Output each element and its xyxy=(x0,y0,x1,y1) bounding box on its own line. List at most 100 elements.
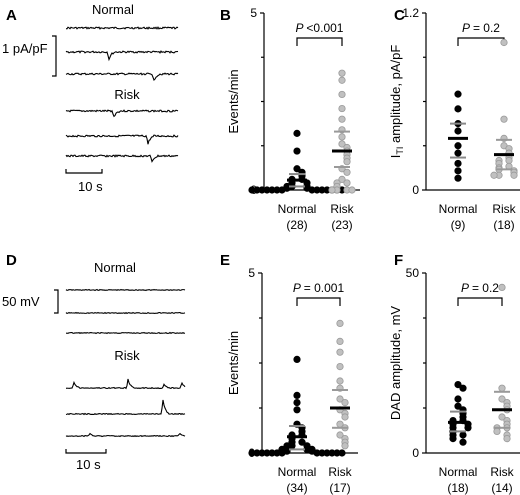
trace-risk-1 xyxy=(65,378,186,390)
data-point xyxy=(293,406,301,414)
data-point xyxy=(505,156,513,165)
data-point xyxy=(293,147,301,155)
panel-label: C xyxy=(394,7,405,24)
trace-normal-3 xyxy=(65,72,179,82)
data-point xyxy=(454,380,462,389)
category-label: Risk xyxy=(328,465,352,479)
data-point xyxy=(500,115,508,123)
data-point xyxy=(498,384,506,392)
trace-risk-3 xyxy=(65,432,186,438)
trace-risk-2 xyxy=(65,134,179,145)
data-point xyxy=(328,186,336,194)
trace-normal-1 xyxy=(65,288,186,292)
data-point xyxy=(293,398,301,407)
data-point xyxy=(338,90,346,99)
data-point xyxy=(248,186,256,194)
scale-bar-x-label: 10 s xyxy=(76,457,101,472)
scale-bar-x-label: 10 s xyxy=(78,179,103,194)
p-value-label: P = 0.2 xyxy=(462,21,500,35)
data-point xyxy=(248,449,256,457)
trace-risk-2 xyxy=(65,399,186,416)
data-point xyxy=(454,127,462,135)
significance-bracket xyxy=(296,37,343,46)
data-point xyxy=(338,69,346,77)
category-label: Normal xyxy=(439,202,478,216)
data-point xyxy=(500,38,508,47)
p-value-label: P = 0.001 xyxy=(293,281,345,295)
scale-bar-horizontal xyxy=(65,449,107,454)
data-point xyxy=(338,115,346,123)
scatter-panel-c: C 0 1.2 ITI amplitude, pA/pF P = 0.2 Normal (9… xyxy=(388,6,520,232)
data-point xyxy=(503,434,511,443)
y-tick-label: 0 xyxy=(412,183,419,197)
data-point xyxy=(498,283,506,291)
category-count: (18) xyxy=(447,481,468,495)
category-label: Normal xyxy=(278,202,317,216)
data-point xyxy=(341,442,349,450)
data-point xyxy=(459,384,467,392)
trace-normal-1 xyxy=(65,26,179,30)
category-count: (14) xyxy=(491,481,512,495)
data-point xyxy=(338,175,346,183)
data-point xyxy=(454,395,462,403)
significance-bracket xyxy=(457,37,505,46)
y-tick-label: 0 xyxy=(412,446,419,460)
data-point xyxy=(338,449,346,457)
data-point xyxy=(341,398,349,407)
data-point xyxy=(298,438,306,446)
trace-title-risk: Risk xyxy=(114,87,140,102)
data-point xyxy=(338,140,346,148)
data-point xyxy=(293,165,301,173)
category-count: (28) xyxy=(286,218,307,232)
category-count: (23) xyxy=(331,218,352,232)
trace-title-normal: Normal xyxy=(92,2,134,17)
panel-label: F xyxy=(394,252,403,269)
scale-bar-vertical xyxy=(54,289,59,314)
data-point xyxy=(454,402,462,410)
scale-bar-y-label: 1 pA/pF xyxy=(2,41,48,56)
category-label: Risk xyxy=(492,202,516,216)
p-value-label: P = 0.2 xyxy=(461,281,499,295)
data-point xyxy=(454,105,462,113)
data-point xyxy=(336,431,344,439)
data-point xyxy=(454,159,462,168)
data-point xyxy=(293,391,301,399)
data-point xyxy=(464,424,472,432)
category-count: (9) xyxy=(451,218,466,232)
data-point xyxy=(336,362,344,371)
data-point xyxy=(343,168,351,176)
trace-title-risk: Risk xyxy=(114,348,140,363)
trace-panel-d: D Normal Risk 50 mV 10 s xyxy=(2,252,186,472)
y-axis-label: Events/min xyxy=(226,331,241,395)
data-point xyxy=(336,395,344,403)
trace-normal-2 xyxy=(65,50,179,62)
data-point xyxy=(348,186,356,194)
data-point xyxy=(449,434,457,443)
data-point xyxy=(498,395,506,403)
panel-label: E xyxy=(220,252,230,269)
data-point xyxy=(293,355,301,363)
scatter-panel-f: F 0 50 DAD amplitude, mV P = 0.2 Normal (18) Ri… xyxy=(388,252,520,495)
trace-normal-2 xyxy=(65,311,186,315)
data-point xyxy=(338,133,346,141)
y-tick-label: 50 xyxy=(406,266,420,280)
data-point xyxy=(338,104,346,113)
data-point xyxy=(459,438,467,446)
data-point xyxy=(343,158,351,166)
data-point xyxy=(454,167,462,175)
panel-label: A xyxy=(6,7,17,24)
y-tick-label: 5 xyxy=(248,266,255,280)
trace-risk-3 xyxy=(65,154,179,163)
y-tick-label: 1.2 xyxy=(402,6,419,20)
data-point xyxy=(493,427,501,435)
y-axis-label: ITI amplitude, pA/pF xyxy=(388,45,405,159)
data-point xyxy=(454,90,462,98)
category-label: Normal xyxy=(439,465,478,479)
data-point xyxy=(510,171,518,179)
category-count: (34) xyxy=(286,481,307,495)
data-point xyxy=(293,129,301,137)
data-point xyxy=(490,171,498,179)
